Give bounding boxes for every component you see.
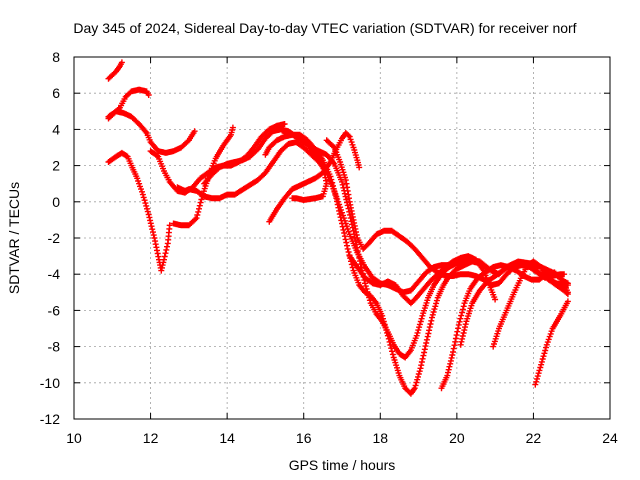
x-tick-label: 22 [526,430,542,446]
series-markers [532,298,571,388]
x-tick-label: 16 [296,430,312,446]
series-markers [105,149,173,274]
series-markers [201,126,468,361]
data-points [105,59,571,397]
y-tick-label: -10 [40,375,60,391]
data-series-1 [105,59,125,82]
y-tick-label: -6 [48,302,61,318]
data-series-3 [105,108,198,156]
series-markers [174,139,460,296]
data-series-7 [174,139,460,296]
y-tick-label: -2 [48,230,61,246]
series-markers [346,253,499,307]
x-tick-label: 20 [449,430,465,446]
y-tick-label: 4 [52,121,60,137]
y-axis-label: SDTVAR / TECUs [6,182,22,294]
y-tick-label: -12 [40,411,60,427]
series-markers [105,108,198,156]
x-axis-label: GPS time / hours [289,457,396,473]
data-series-4 [105,149,173,274]
y-tick-label: -4 [48,266,61,282]
y-tick-label: 0 [52,194,60,210]
x-tick-label: 10 [66,430,82,446]
x-tick-label: 14 [219,430,235,446]
data-series-17 [532,298,571,388]
data-series-11 [281,130,330,203]
y-tick-label: 8 [52,49,60,65]
x-tick-label: 24 [602,430,618,446]
y-tick-label: 6 [52,85,60,101]
series-markers [453,256,571,287]
x-tick-label: 18 [372,430,388,446]
data-series-8 [201,126,468,361]
data-series-18 [453,256,571,287]
y-tick-label: -8 [48,339,61,355]
y-tick-label: 2 [52,158,60,174]
chart-title: Day 345 of 2024, Sidereal Day-to-day VTE… [73,20,576,36]
x-tick-label: 12 [143,430,159,446]
series-markers [105,59,125,82]
series-markers [281,130,330,203]
data-series-13 [346,253,499,307]
